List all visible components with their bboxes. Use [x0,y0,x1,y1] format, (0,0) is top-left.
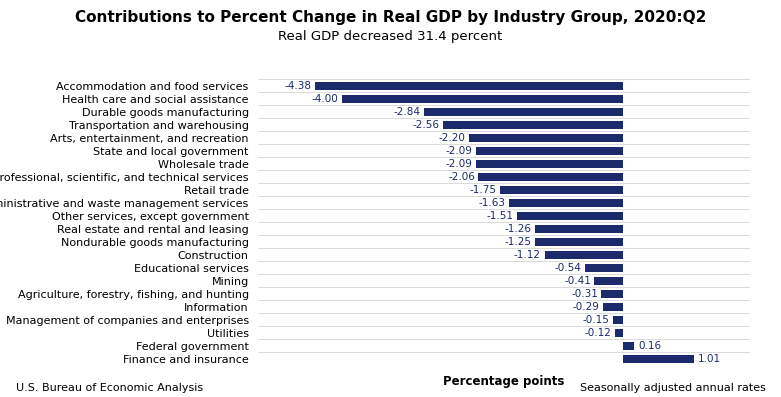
Bar [585,264,623,272]
Text: -1.63: -1.63 [478,198,505,208]
Bar [517,212,623,220]
Text: -1.25: -1.25 [505,237,532,247]
Bar [536,237,623,246]
Text: Seasonally adjusted annual rates: Seasonally adjusted annual rates [580,383,765,393]
Text: -2.09: -2.09 [446,146,473,156]
Text: -1.26: -1.26 [505,224,531,234]
Bar [601,289,623,298]
Text: Percentage points: Percentage points [443,375,565,388]
Text: -2.56: -2.56 [413,120,440,130]
Text: -0.29: -0.29 [572,302,599,312]
Bar [479,173,623,181]
Text: -4.00: -4.00 [312,94,339,104]
Bar [623,355,694,363]
Bar [423,108,623,116]
Bar [594,277,623,285]
Text: -2.20: -2.20 [438,133,465,143]
Text: Real GDP decreased 31.4 percent: Real GDP decreased 31.4 percent [278,30,503,43]
Text: -2.09: -2.09 [446,159,473,169]
Text: -2.06: -2.06 [448,172,475,182]
Bar [476,146,623,155]
Text: -1.51: -1.51 [487,211,514,221]
Text: 0.16: 0.16 [638,341,662,351]
Text: 1.01: 1.01 [697,354,721,364]
Bar [508,198,623,207]
Text: -0.31: -0.31 [571,289,598,299]
Text: -0.54: -0.54 [555,263,582,273]
Text: -0.41: -0.41 [564,276,591,286]
Bar [603,303,623,311]
Text: -0.12: -0.12 [584,328,612,338]
Text: U.S. Bureau of Economic Analysis: U.S. Bureau of Economic Analysis [16,383,203,393]
Text: -2.84: -2.84 [393,107,420,117]
Bar [501,186,623,194]
Bar [623,341,634,350]
Bar [342,94,623,103]
Bar [535,225,623,233]
Text: -1.75: -1.75 [469,185,497,195]
Bar [444,121,623,129]
Bar [544,251,623,259]
Text: Contributions to Percent Change in Real GDP by Industry Group, 2020:Q2: Contributions to Percent Change in Real … [75,10,706,25]
Bar [469,134,623,142]
Bar [316,82,623,90]
Text: -1.12: -1.12 [514,250,541,260]
Bar [476,160,623,168]
Text: -4.38: -4.38 [285,81,312,91]
Bar [613,316,623,324]
Bar [615,329,623,337]
Text: -0.15: -0.15 [583,315,609,325]
